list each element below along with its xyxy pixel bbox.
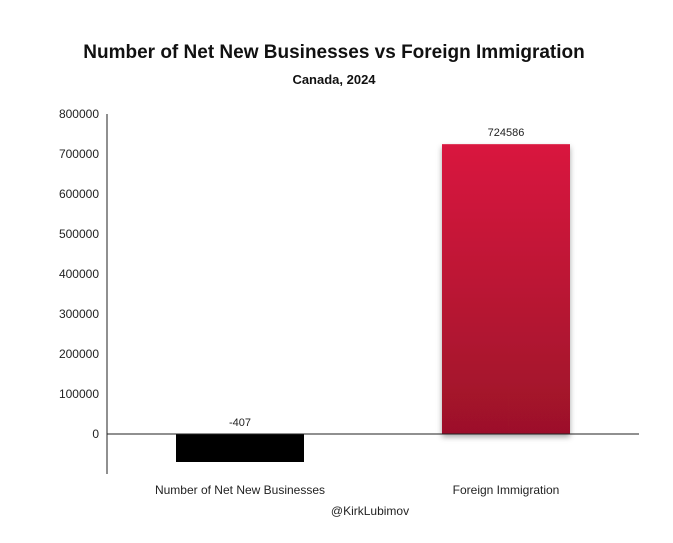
y-tick-label: 700000 xyxy=(59,147,99,161)
data-labels: -407 724586 xyxy=(229,127,524,429)
chart-title: Number of Net New Businesses vs Foreign … xyxy=(83,42,585,63)
y-tick-label: 600000 xyxy=(59,187,99,201)
bars xyxy=(176,144,570,462)
y-tick-label: 800000 xyxy=(59,107,99,121)
y-tick-label: 400000 xyxy=(59,267,99,281)
x-axis-labels: Number of Net New Businesses Foreign Immi… xyxy=(155,483,559,497)
x-category-label: Foreign Immigration xyxy=(453,483,560,497)
y-tick-label: 300000 xyxy=(59,307,99,321)
data-label: -407 xyxy=(229,417,251,429)
y-axis-ticks: 0 100000 200000 300000 400000 500000 600000 700… xyxy=(59,107,99,441)
credit-text: @KirkLubimov xyxy=(331,504,409,518)
y-tick-label: 200000 xyxy=(59,347,99,361)
chart-subtitle: Canada, 2024 xyxy=(292,72,376,87)
x-category-label: Number of Net New Businesses xyxy=(155,483,325,497)
y-tick-label: 0 xyxy=(92,427,99,441)
bar-net-new-businesses xyxy=(176,434,304,462)
y-tick-label: 500000 xyxy=(59,227,99,241)
data-label: 724586 xyxy=(488,127,525,139)
y-tick-label: 100000 xyxy=(59,387,99,401)
bar-foreign-immigration xyxy=(442,144,570,435)
